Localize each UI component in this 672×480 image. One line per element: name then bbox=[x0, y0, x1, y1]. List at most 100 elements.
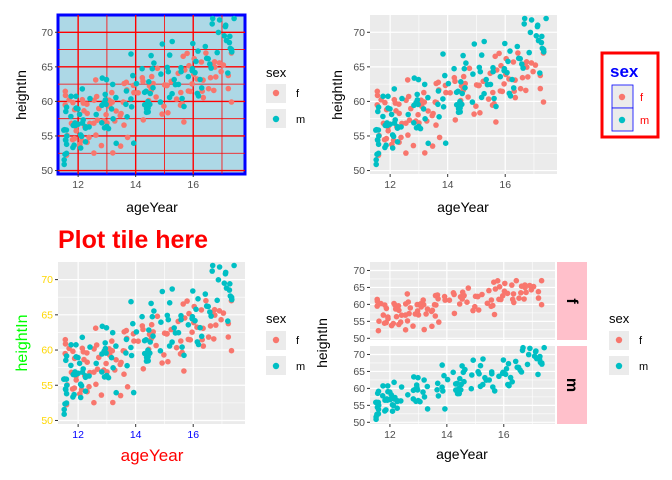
legend-point-m-top-left bbox=[272, 115, 280, 123]
point-f bbox=[465, 285, 472, 291]
point-m bbox=[455, 88, 461, 95]
legend-label-m-top-left: m bbox=[296, 114, 305, 126]
point-f bbox=[383, 135, 390, 142]
panel-top-left: 50 55 60 65 70 12 14 16 ageYear heightIn sex f… bbox=[13, 13, 305, 215]
point-m bbox=[109, 329, 116, 336]
x-tick-label: 12 bbox=[72, 429, 84, 441]
y-tick-label: 65 bbox=[353, 61, 365, 73]
point-m bbox=[128, 51, 134, 57]
point-f bbox=[189, 81, 195, 87]
point-m bbox=[398, 398, 404, 404]
point-m bbox=[382, 122, 389, 129]
facet-strip-f bbox=[557, 262, 587, 340]
point-m bbox=[124, 114, 130, 120]
point-m bbox=[181, 103, 187, 110]
point-f bbox=[163, 82, 170, 89]
point-m bbox=[133, 80, 140, 87]
point-m bbox=[382, 408, 388, 414]
x-tick-label: 14 bbox=[441, 429, 453, 441]
point-m bbox=[444, 376, 451, 383]
point-f bbox=[163, 331, 170, 337]
point-m bbox=[389, 145, 396, 151]
point-m bbox=[389, 408, 396, 415]
point-f bbox=[62, 341, 69, 347]
point-f bbox=[375, 327, 382, 334]
y-tick-label: 70 bbox=[41, 274, 53, 286]
point-f bbox=[103, 360, 109, 367]
point-m bbox=[435, 393, 442, 399]
legend-label-f-top-right: f bbox=[640, 92, 644, 104]
panel-bottom-right: 50 55 60 65 70 50 55 60 65 70 12 14 16 f m ageYear… bbox=[314, 262, 648, 462]
legend-point-f-bottom-right bbox=[615, 336, 623, 344]
point-m bbox=[103, 123, 110, 130]
point-f bbox=[118, 110, 124, 117]
point-m bbox=[70, 122, 76, 129]
point-m bbox=[539, 45, 546, 52]
point-f bbox=[140, 326, 146, 333]
point-f bbox=[452, 78, 458, 85]
point-f bbox=[382, 302, 388, 308]
point-m bbox=[68, 93, 74, 100]
point-m bbox=[193, 306, 199, 313]
point-f bbox=[484, 300, 491, 307]
point-f bbox=[538, 277, 545, 284]
point-f bbox=[98, 392, 105, 398]
point-m bbox=[205, 303, 211, 310]
point-m bbox=[79, 86, 86, 92]
point-m bbox=[503, 366, 510, 372]
point-f bbox=[70, 348, 76, 355]
point-m bbox=[61, 406, 67, 413]
point-f bbox=[181, 119, 187, 125]
point-m bbox=[379, 393, 386, 399]
point-f bbox=[414, 301, 421, 308]
point-f bbox=[187, 88, 194, 95]
point-m bbox=[421, 81, 428, 88]
point-m bbox=[113, 389, 119, 396]
y-axis-title-top-left: heightIn bbox=[13, 70, 29, 120]
point-f bbox=[525, 74, 531, 80]
point-f bbox=[451, 291, 457, 298]
point-f bbox=[94, 117, 101, 123]
point-f bbox=[431, 301, 438, 308]
point-m bbox=[169, 286, 175, 292]
point-f bbox=[374, 303, 381, 309]
point-m bbox=[521, 15, 528, 22]
point-m bbox=[445, 80, 452, 87]
point-m bbox=[75, 106, 81, 112]
point-m bbox=[102, 340, 108, 346]
point-m bbox=[415, 123, 422, 130]
point-f bbox=[91, 399, 97, 406]
point-m bbox=[61, 126, 68, 133]
point-m bbox=[108, 354, 115, 361]
point-m bbox=[139, 313, 145, 320]
point-m bbox=[194, 339, 201, 345]
point-f bbox=[519, 74, 526, 81]
y-tick-label: 65 bbox=[41, 309, 53, 321]
point-f bbox=[81, 108, 87, 114]
point-m bbox=[439, 362, 446, 368]
point-m bbox=[214, 297, 220, 304]
point-m bbox=[64, 382, 70, 389]
point-m bbox=[373, 157, 380, 163]
point-m bbox=[435, 88, 442, 94]
legend-label-f-bottom-right: f bbox=[639, 335, 643, 347]
point-f bbox=[402, 327, 409, 333]
point-m bbox=[123, 336, 130, 343]
point-f bbox=[435, 296, 441, 302]
point-m bbox=[521, 21, 527, 27]
point-f bbox=[518, 290, 524, 296]
point-m bbox=[113, 94, 119, 101]
point-f bbox=[473, 103, 479, 109]
point-m bbox=[541, 344, 547, 351]
point-f bbox=[207, 323, 214, 329]
point-f bbox=[113, 108, 119, 114]
point-f bbox=[425, 108, 431, 114]
point-m bbox=[507, 48, 513, 54]
point-f bbox=[436, 319, 442, 325]
point-f bbox=[71, 385, 78, 391]
point-m bbox=[421, 377, 427, 383]
point-f bbox=[180, 301, 186, 307]
point-f bbox=[93, 132, 99, 138]
point-m bbox=[388, 392, 395, 398]
point-f bbox=[415, 111, 421, 118]
